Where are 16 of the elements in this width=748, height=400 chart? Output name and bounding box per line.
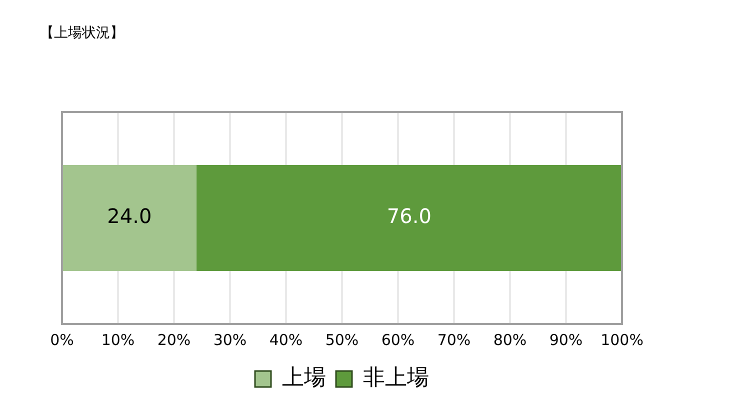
x-tick-label: 100% — [600, 330, 644, 349]
x-tick-label: 20% — [157, 330, 191, 349]
x-tick-label: 30% — [213, 330, 247, 349]
x-tick-label: 70% — [437, 330, 471, 349]
x-tick-label: 80% — [493, 330, 527, 349]
x-tick-label: 0% — [50, 330, 74, 349]
chart-title: 【上場状況】 — [40, 24, 124, 42]
data-label: 24.0 — [107, 204, 152, 228]
x-tick-label: 50% — [325, 330, 359, 349]
legend-label: 非上場 — [363, 366, 429, 391]
x-tick-label: 60% — [381, 330, 415, 349]
x-tick-label: 10% — [101, 330, 135, 349]
data-label: 76.0 — [386, 204, 432, 228]
legend-label: 上場 — [282, 366, 326, 391]
x-tick-label: 90% — [549, 330, 583, 349]
x-tick-label: 40% — [269, 330, 303, 349]
